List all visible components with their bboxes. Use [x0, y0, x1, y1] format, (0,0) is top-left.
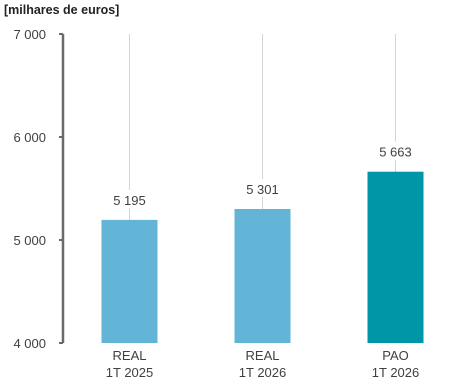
data-label: 5 195 [113, 193, 146, 208]
chart-subtitle: [milhares de euros] [4, 3, 119, 17]
bars [101, 171, 424, 343]
data-label: 5 301 [246, 182, 279, 197]
y-tick-label: 7 000 [13, 27, 46, 42]
x-tick-label: REAL [113, 348, 147, 363]
y-tick-label: 4 000 [13, 336, 46, 351]
x-tick-label: REAL [246, 348, 280, 363]
y-tick-label: 5 000 [13, 233, 46, 248]
data-label: 5 663 [379, 145, 412, 160]
data-label-background [375, 141, 416, 160]
x-tick-label: 1T 2025 [106, 365, 153, 380]
y-tick-label: 6 000 [13, 130, 46, 145]
bar [367, 171, 424, 343]
y-axis-ticks: 4 000 5 000 6 000 7 000 [13, 27, 63, 351]
x-axis-ticks: REAL 1T 2025 REAL 1T 2026 PAO 1T 2026 [106, 348, 419, 380]
x-tick-label: PAO [382, 348, 409, 363]
bar [234, 208, 291, 343]
bar [101, 219, 158, 343]
data-label-background [109, 189, 150, 208]
x-tick-label: 1T 2026 [239, 365, 286, 380]
x-tick-label: 1T 2026 [372, 365, 419, 380]
data-labels: 5 195 5 301 5 663 [109, 141, 416, 208]
data-label-background [242, 178, 283, 197]
